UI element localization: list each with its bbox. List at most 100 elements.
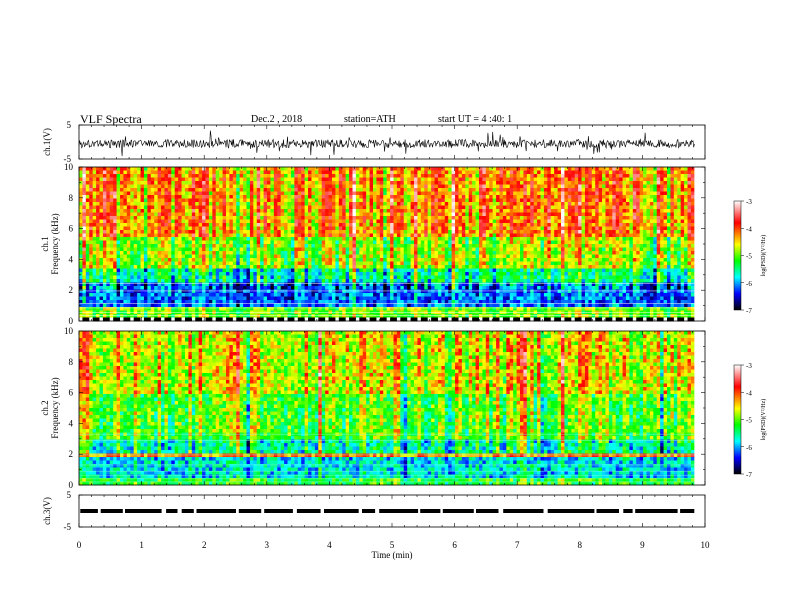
spectrogram-cell — [243, 226, 247, 231]
spectrogram-cell — [294, 296, 299, 301]
spectrogram-cell — [106, 226, 111, 231]
spectrogram-cell — [208, 233, 213, 238]
spectrogram-cell — [267, 314, 271, 318]
spectrogram-cell — [222, 205, 227, 210]
spectrogram-cell — [246, 268, 251, 273]
spectrogram-cell — [130, 247, 135, 252]
spectrogram-cell — [232, 223, 237, 227]
spectrogram-cell — [424, 195, 429, 199]
spectrogram-cell — [414, 275, 418, 280]
spectrogram-cell — [331, 219, 336, 224]
spectrogram-cell — [92, 198, 97, 203]
spectrogram-cell — [314, 240, 319, 245]
spectrogram-cell — [287, 265, 292, 269]
spectrogram-cell — [403, 296, 408, 301]
spectrogram-cell — [260, 170, 265, 175]
spectrogram-cell — [99, 223, 104, 227]
spectrogram-cell — [366, 219, 370, 224]
spectrogram-cell — [349, 195, 353, 199]
spectrogram-cell — [102, 195, 107, 199]
spectrogram-cell — [321, 223, 326, 227]
spectrogram-cell — [427, 240, 432, 245]
spectrogram-cell — [277, 184, 282, 189]
spectrogram-cell — [195, 300, 200, 304]
spectrogram-cell — [393, 296, 398, 301]
spectrogram-cell — [222, 167, 227, 171]
spectrogram-cell — [89, 237, 94, 241]
spectrogram-cell — [161, 286, 165, 290]
spectrogram-cell — [304, 167, 309, 171]
spectrogram-cell — [184, 296, 189, 301]
spectrogram-cell — [198, 286, 203, 290]
spectrogram-cell — [311, 272, 316, 276]
spectrogram-cell — [113, 167, 118, 171]
spectrogram-cell — [123, 209, 128, 213]
spectrogram-cell — [161, 195, 165, 199]
spectrogram-cell — [386, 279, 391, 283]
spectrogram-cell — [355, 212, 360, 217]
spectrogram-cell — [420, 170, 425, 175]
spectrogram-cell — [369, 293, 374, 297]
spectrogram-cell — [253, 226, 258, 231]
spectrogram-cell — [455, 205, 459, 210]
spectrogram-cell — [417, 188, 422, 192]
spectrogram-cell — [308, 240, 312, 245]
spectrogram-cell — [352, 300, 357, 304]
spectrogram-cell — [444, 216, 449, 220]
spectrogram-cell — [420, 272, 425, 276]
spectrogram-cell — [184, 230, 189, 234]
spectrogram-cell — [290, 286, 295, 290]
spectrogram-cell — [130, 237, 135, 241]
spectrogram-cell — [403, 216, 408, 220]
spectrogram-cell — [249, 268, 254, 273]
spectrogram-cell — [417, 226, 422, 231]
spectrogram-cell — [407, 296, 412, 301]
spectrogram-cell — [431, 247, 435, 252]
spectrogram-cell — [260, 209, 265, 213]
spectrogram-cell — [444, 237, 449, 241]
spectrogram-cell — [379, 209, 384, 213]
spectrogram-cell — [331, 198, 336, 203]
spectrogram-cell — [147, 202, 152, 206]
spectrogram-cell — [400, 184, 405, 189]
spectrogram-cell — [89, 261, 94, 266]
spectrogram-cell — [318, 237, 323, 241]
spectrogram-cell — [154, 251, 159, 255]
spectrogram-cell — [161, 237, 165, 241]
spectrogram-cell — [195, 261, 200, 266]
spectrogram-cell — [318, 296, 323, 301]
spectrogram-cell — [441, 300, 446, 304]
spectrogram-cell — [82, 216, 87, 220]
spectrogram-cell — [437, 237, 442, 241]
spectrogram-cell — [458, 212, 463, 217]
spectrogram-cell — [458, 233, 463, 238]
spectrogram-cell — [229, 272, 234, 276]
spectrogram-cell — [338, 240, 343, 245]
spectrogram-cell — [106, 198, 111, 203]
spectrogram-cell — [441, 230, 446, 234]
spectrogram-cell — [373, 314, 377, 318]
spectrogram-cell — [82, 303, 87, 308]
spectrogram-cell — [301, 251, 306, 255]
spectrogram-cell — [161, 247, 165, 252]
spectrogram-cell — [304, 240, 309, 245]
spectrogram-cell — [301, 300, 306, 304]
spectrogram-cell — [431, 198, 435, 203]
spectrogram-cell — [89, 286, 94, 290]
spectrogram-cell — [335, 191, 340, 196]
spectrogram-cell — [448, 209, 453, 213]
spectrogram-cell — [338, 282, 343, 287]
spectrogram-cell — [232, 198, 237, 203]
spectrogram-cell — [102, 181, 107, 185]
spectrogram-cell — [461, 286, 466, 290]
spectrogram-cell — [376, 265, 381, 269]
spectrogram-cell — [99, 188, 104, 192]
spectrogram-cell — [249, 184, 254, 189]
spectrogram-cell — [444, 223, 449, 227]
spectrogram-cell — [263, 191, 268, 196]
spectrogram-cell — [143, 307, 148, 311]
spectrogram-cell — [417, 177, 422, 182]
spectrogram-cell — [390, 251, 394, 255]
spectrogram-cell — [287, 261, 292, 266]
